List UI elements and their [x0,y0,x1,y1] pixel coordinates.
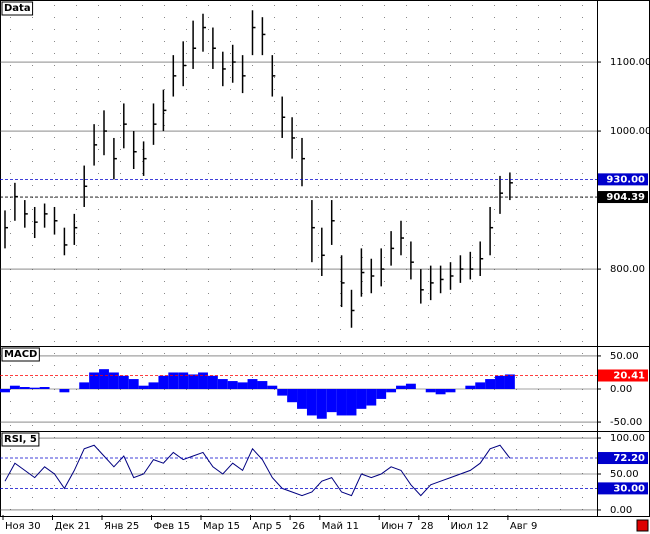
macd-bar [386,389,397,393]
macd-bar [495,375,505,389]
macd-bar [485,379,496,389]
value-box [598,369,648,382]
macd-bar [297,389,307,409]
macd-bar [277,389,288,396]
x-tick-label: Янв 25 [104,521,139,532]
x-tick-label: Дек 21 [55,521,91,532]
x-tick-label: Ноя 30 [5,521,41,532]
title-box [1,347,40,362]
x-tick-label: Май 11 [322,521,359,532]
rsi-line [4,444,511,497]
macd-bar [306,389,317,416]
macd-bar [237,382,248,389]
macd-bar [118,375,129,389]
value-label: 30.00 [613,483,645,494]
value-box [598,173,648,186]
x-tick-label: 28 [421,521,434,532]
value-label: 72.20 [613,453,645,464]
macd-bar [89,372,100,389]
panel-title: MACD [4,349,37,360]
macd-bar [475,382,486,389]
value-box [598,452,648,465]
value-box [598,482,648,495]
y-tick-label: -50.00 [610,417,642,428]
macd-bar [257,381,268,389]
value-label: 904.39 [606,192,645,203]
macd-bar [326,389,337,413]
y-tick-label: 0.00 [610,384,632,395]
macd-bar [287,389,298,403]
macd-bar [0,389,10,393]
value-label: 20.41 [613,371,645,382]
y-tick-label: 50.00 [610,351,639,362]
x-tick-label: Авг 9 [510,521,538,532]
macd-bar [198,372,208,389]
grid-dots [0,2,597,345]
panel-title: RSI, 5 [4,434,37,445]
title-box [1,1,34,16]
macd-bar [108,372,119,389]
macd-bar [99,369,109,389]
y-tick-label: 100.00 [610,433,645,444]
y-tick-label: 800.00 [610,264,645,275]
macd-bar [396,385,406,389]
panel-title: Data [4,3,31,14]
macd-bar [29,387,40,389]
y-tick-label: 1000.00 [610,126,650,137]
x-tick-label: Июн 7 [381,521,413,532]
macd-bar [227,381,238,389]
x-tick-label: Мар 15 [203,521,240,532]
value-label: 930.00 [606,174,645,185]
macd-bar [376,389,387,399]
macd-bar [405,383,416,389]
macd-bar [504,374,515,389]
macd-bar [39,387,50,389]
macd-bar [346,389,357,416]
macd-bar [207,375,218,389]
macd-bar [79,382,90,389]
macd-bar [9,385,20,389]
macd-bar [247,379,258,389]
macd-bar [148,382,159,389]
value-box [598,191,648,204]
x-tick-label: Апр 5 [253,521,282,532]
x-tick-label: Июл 12 [451,521,489,532]
macd-bar [356,389,367,409]
macd-bar [316,389,327,419]
corner-button[interactable] [636,519,649,532]
y-tick-label: 0.00 [610,505,632,516]
macd-bar [336,389,347,416]
macd-bar [59,389,70,393]
macd-bar [425,389,436,393]
x-tick-label: Фев 15 [154,521,191,532]
y-tick-label: 50.00 [610,469,639,480]
macd-bar [158,375,169,389]
macd-bar [19,387,30,389]
macd-bar [188,374,199,389]
macd-bar [217,379,228,389]
x-tick-label: 26 [292,521,305,532]
title-box [1,432,40,447]
macd-bar [168,372,179,389]
macd-bar [178,372,189,389]
macd-bar [128,379,139,389]
macd-bar [435,389,446,395]
macd-bar [267,385,278,389]
macd-bar [465,385,476,389]
macd-bar [445,389,456,393]
macd-bar [366,389,377,406]
macd-bar [138,385,149,389]
y-tick-label: 1100.00 [610,57,650,68]
